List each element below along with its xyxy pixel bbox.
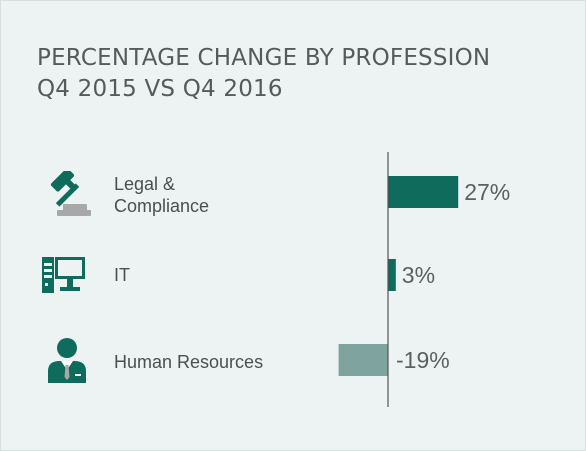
title-line-1: PERCENTAGE CHANGE BY PROFESSION	[37, 45, 491, 71]
category-label-hr: Human Resources	[114, 352, 264, 372]
gavel-icon	[41, 168, 99, 222]
category-label-it: IT	[114, 265, 130, 285]
bar-it	[388, 259, 396, 291]
chart-title: PERCENTAGE CHANGE BY PROFESSION Q4 2015 …	[37, 43, 490, 105]
value-label-it: 3%	[401, 262, 436, 288]
value-label-legal: 27%	[464, 179, 511, 205]
bar-hr	[338, 344, 388, 376]
value-label-hr: -19%	[396, 347, 450, 373]
title-line-2: Q4 2015 VS Q4 2016	[37, 76, 283, 102]
category-label-legal: Legal & Compliance	[114, 174, 210, 216]
person-icon	[46, 337, 90, 390]
computer-icon	[42, 253, 86, 302]
bar-legal	[388, 176, 459, 208]
